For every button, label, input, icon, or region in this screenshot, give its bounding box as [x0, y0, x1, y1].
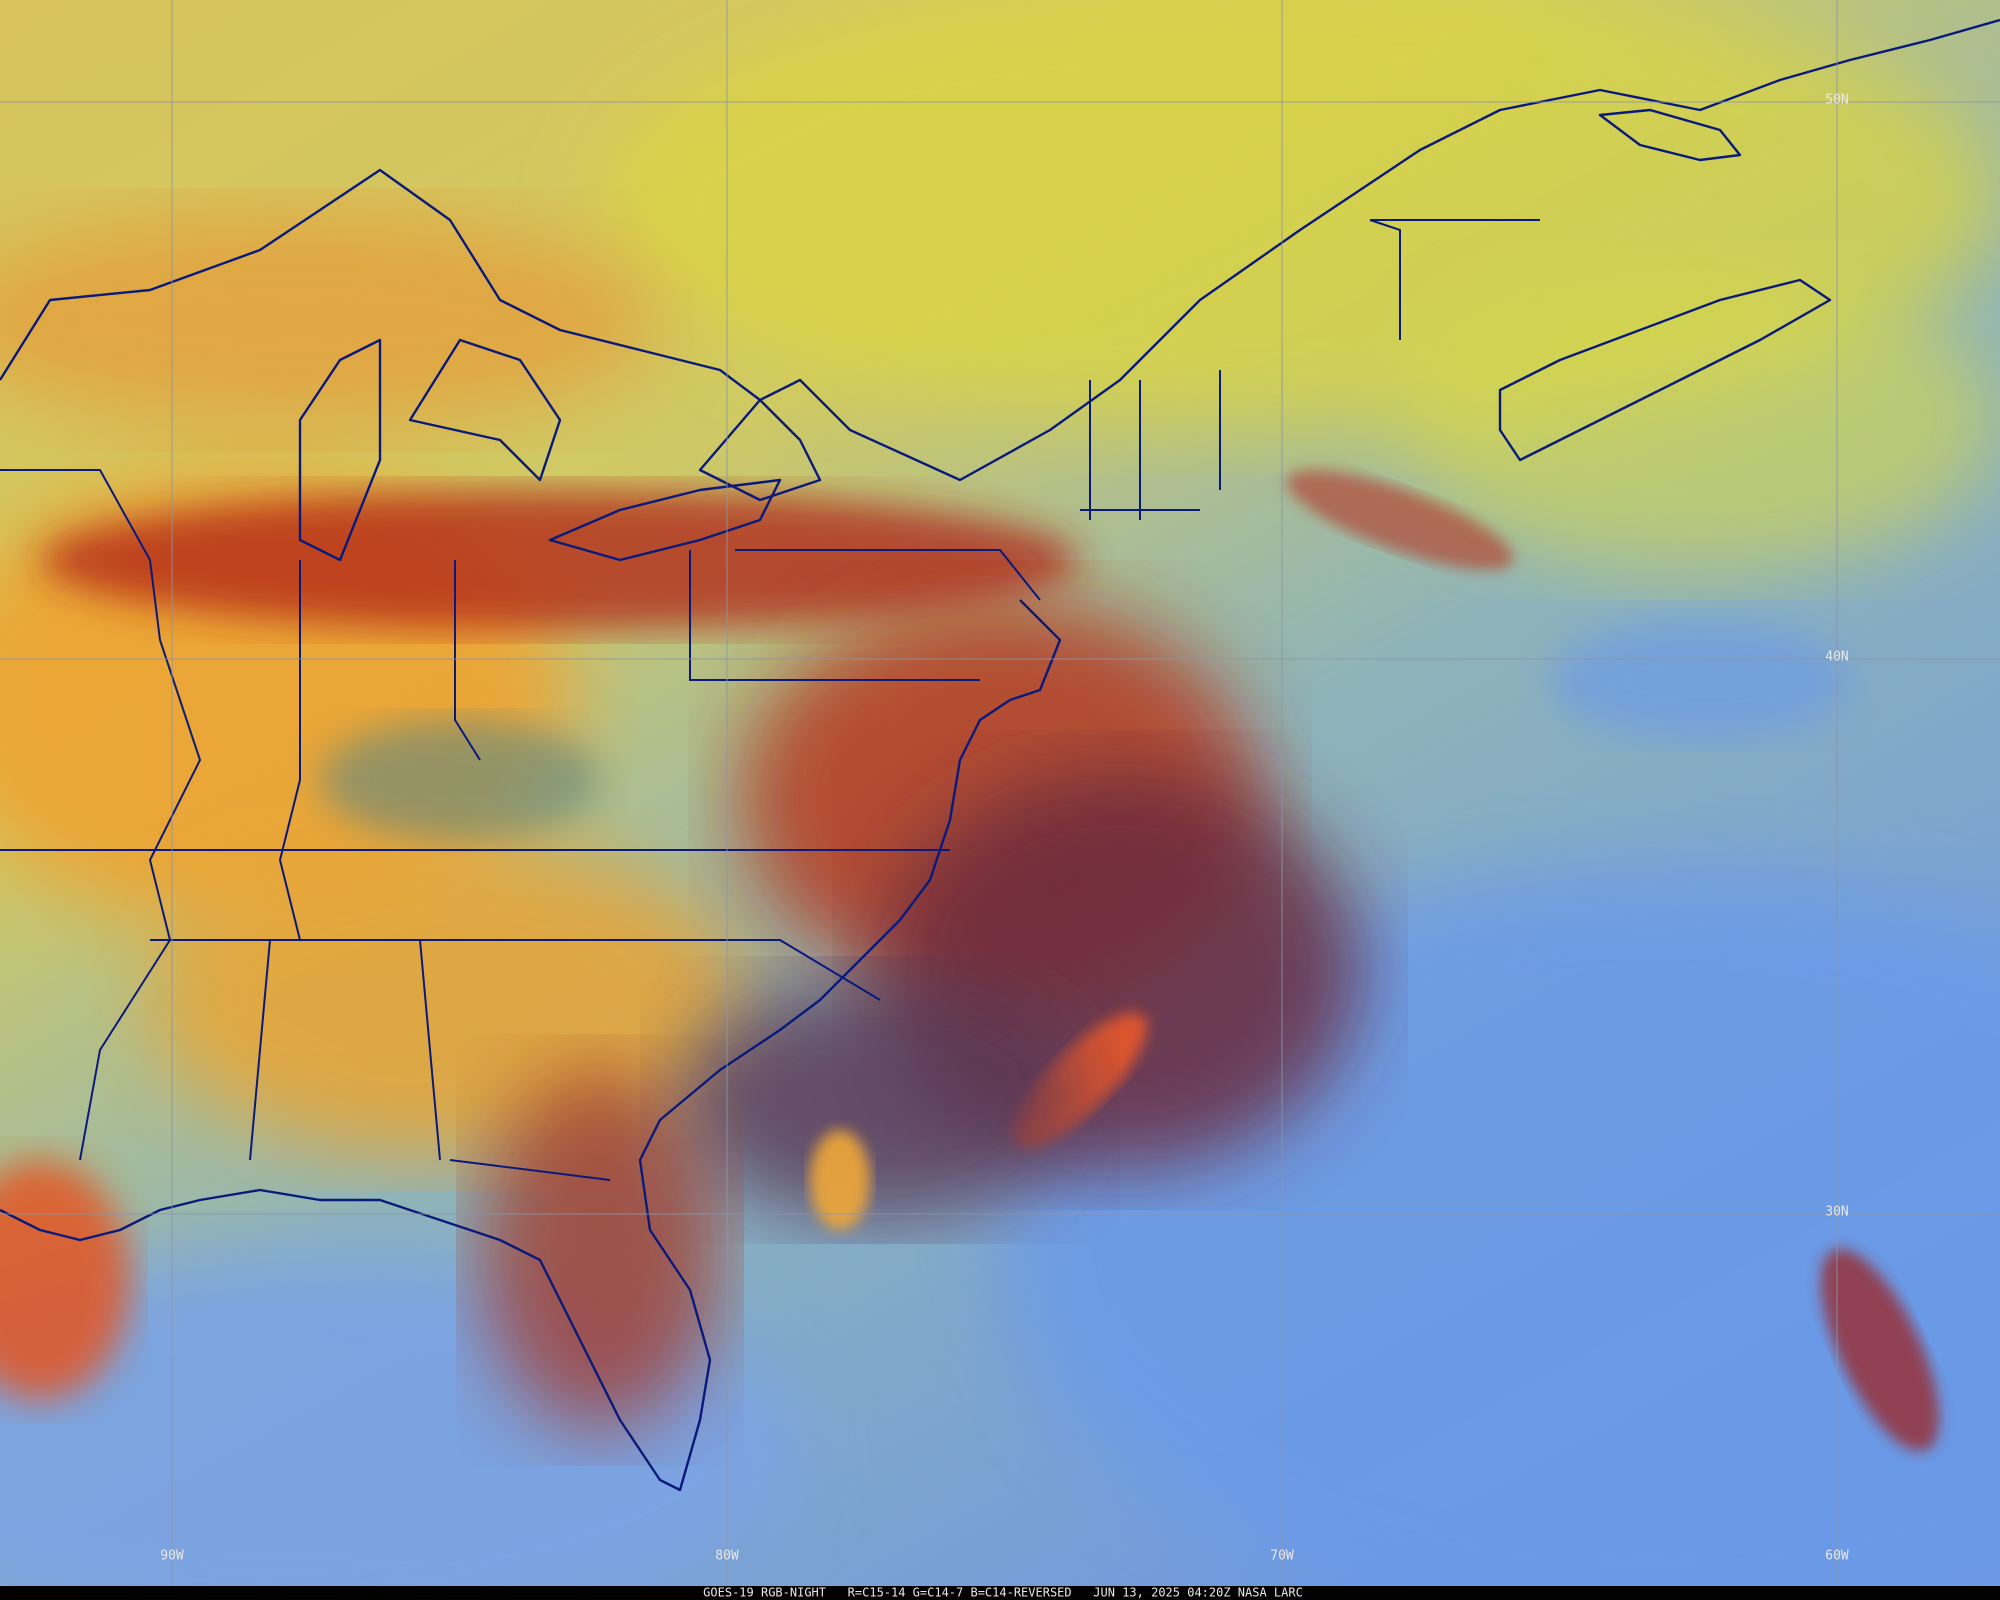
- longitude-labels: 90W 80W 70W 60W: [160, 1549, 1849, 1564]
- longitude-label: 80W: [715, 1549, 739, 1564]
- longitude-label: 60W: [1825, 1549, 1849, 1564]
- coastlines: [0, 18, 2000, 1492]
- longitude-label: 90W: [160, 1549, 184, 1564]
- latitude-labels: 50N 40N 30N: [1825, 93, 1848, 1220]
- longitude-label: 70W: [1270, 1549, 1294, 1564]
- caption: GOES-19 RGB-NIGHT R=C15-14 G=C14-7 B=C14…: [703, 1586, 1303, 1600]
- state-borders: [0, 219, 1540, 1181]
- latitude-label: 30N: [1825, 1205, 1848, 1220]
- latitude-label: 50N: [1825, 93, 1848, 108]
- latitude-label: 40N: [1825, 650, 1848, 665]
- caption-bar: [0, 1586, 2000, 1600]
